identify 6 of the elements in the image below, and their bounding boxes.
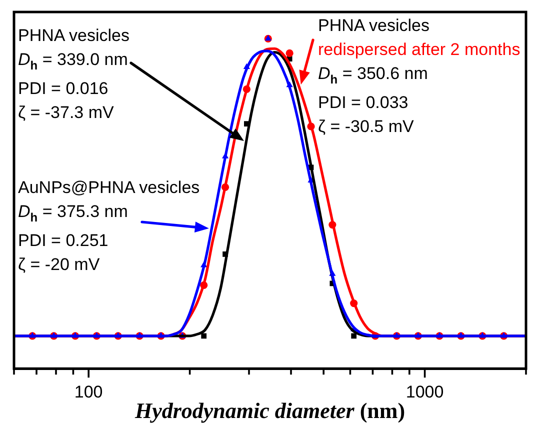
annotation: PHNA vesicles redispersed after 2 months D$_{h}$ = 350.6 nm PDI = 0.033 ζ = -30.5 mV — [318, 15, 520, 138]
annotation: AuNPs@PHNA vesicles D$_{h}$ = 375.3 nm PDI = 0.251 ζ = -20 mV — [18, 177, 200, 276]
x-tick-label: 1000 — [406, 382, 444, 402]
x-axis-title: Hydrodynamic diameter (nm) — [134, 398, 406, 423]
annotation: PHNA vesicles D$_{h}$ = 339.0 nm PDI = 0.016 ζ = -37.3 mV — [18, 25, 130, 124]
x-tick-label: 100 — [74, 382, 103, 402]
